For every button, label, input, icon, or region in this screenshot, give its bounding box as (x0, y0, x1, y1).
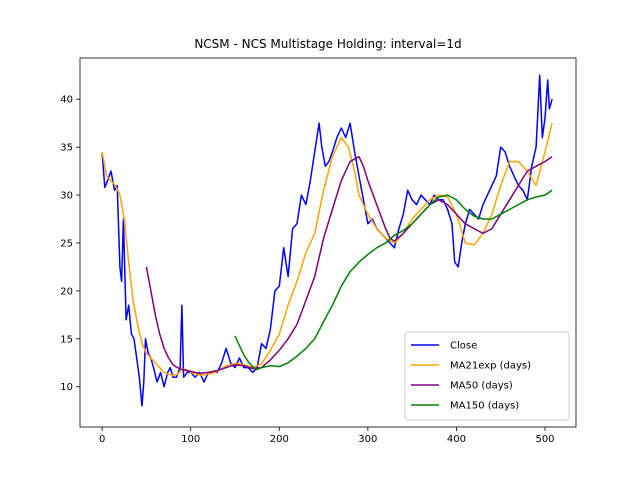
x-tick-label: 0 (99, 434, 105, 445)
x-tick-label: 200 (270, 434, 289, 445)
y-tick-label: 15 (60, 334, 73, 345)
legend-label-ma50-days: MA50 (days) (450, 381, 513, 392)
x-tick-label: 400 (447, 434, 466, 445)
series-layer (101, 74, 553, 407)
x-tick-label: 500 (535, 434, 554, 445)
y-tick-label: 35 (60, 143, 73, 154)
series-line-ma50-days (145, 155, 553, 375)
y-tick-label: 30 (60, 191, 73, 202)
legend-box (404, 331, 570, 421)
x-tick-label: 300 (358, 434, 377, 445)
y-tick-label: 20 (60, 286, 73, 297)
y-tick-label: 25 (60, 238, 73, 249)
x-tick-label: 100 (181, 434, 200, 445)
chart-title: NCSM - NCS Multistage Holding: interval=… (194, 37, 461, 51)
legend-label-ma21exp-days: MA21exp (days) (450, 361, 531, 372)
legend-label-close: Close (450, 341, 477, 352)
series-line-ma21exp-days (101, 123, 553, 376)
y-tick-label: 10 (60, 382, 73, 393)
series-line-ma150-days (234, 189, 553, 371)
axes-frame (79, 57, 577, 428)
y-tick-label: 40 (60, 95, 73, 106)
chart-legend: Close MA21exp (days) MA50 (days) MA150 (day… (404, 331, 570, 421)
legend-label-ma150-days: MA150 (days) (450, 401, 519, 412)
axes-layer: 0 100 200 300 400 500 10 15 20 25 30 35 40 (60, 57, 577, 445)
